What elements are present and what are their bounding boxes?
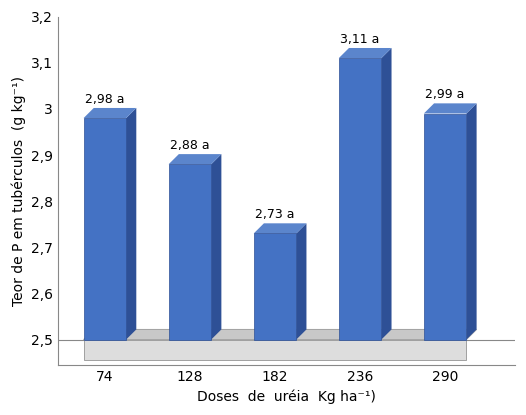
Polygon shape [84,339,467,360]
Polygon shape [211,154,221,339]
X-axis label: Doses  de  uréia  Kg ha⁻¹): Doses de uréia Kg ha⁻¹) [197,389,376,404]
Bar [339,58,381,339]
Y-axis label: Teor de P em tubérculos  (g kg⁻¹): Teor de P em tubérculos (g kg⁻¹) [11,76,26,306]
Polygon shape [296,223,307,339]
Polygon shape [254,223,307,234]
Polygon shape [467,103,477,339]
Text: 2,73 a: 2,73 a [255,208,295,221]
Polygon shape [84,108,136,118]
Text: 2,88 a: 2,88 a [170,139,210,152]
Polygon shape [84,330,477,339]
Polygon shape [169,154,221,164]
Text: 2,99 a: 2,99 a [426,88,465,101]
Polygon shape [339,48,391,58]
Bar [84,118,126,339]
Bar [254,234,296,339]
Polygon shape [126,108,136,339]
Bar [169,164,211,339]
Text: 2,98 a: 2,98 a [85,93,125,106]
Text: 3,11 a: 3,11 a [340,33,380,46]
Polygon shape [381,48,391,339]
Bar [424,114,467,339]
Polygon shape [424,103,477,114]
